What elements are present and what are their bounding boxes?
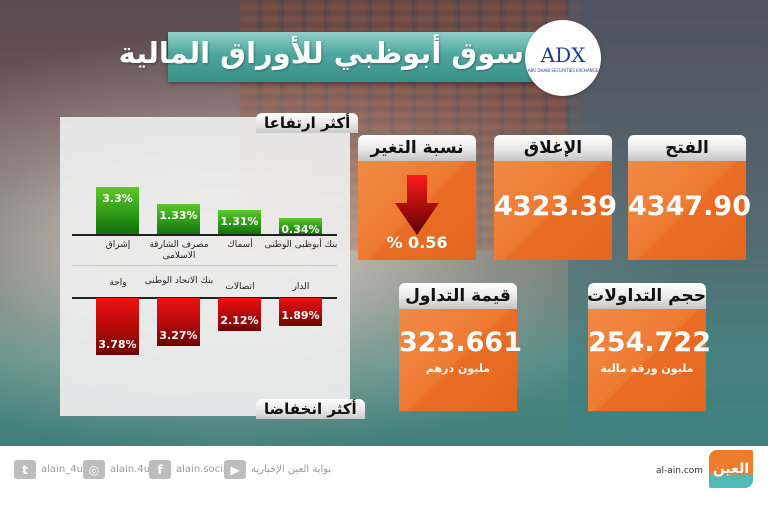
loser-bar: 2.12% <box>218 298 261 331</box>
losers-axis <box>72 297 337 299</box>
turnover-card: قيمة التداول 323.661 مليون درهم <box>399 283 522 411</box>
volume-card: حجم التداولات 254.722 مليون ورقة مالية <box>587 283 711 411</box>
adx-logo: ADX ABU DHABI SECURITIES EXCHANGE <box>525 20 601 96</box>
change-value: % 0.56 <box>386 233 448 252</box>
facebook-handle: alain.social <box>176 464 232 475</box>
change-card: نسبة التغير % 0.56 <box>358 135 476 260</box>
facebook-icon: f <box>149 460 171 479</box>
gainer-name: إشراق <box>105 240 131 250</box>
gainer-bar: 0.34% <box>279 218 322 236</box>
gainer-name: بنك أبوظبى الوطنى <box>264 240 338 250</box>
close-card: الإغلاق 4323.39 <box>494 135 617 260</box>
alain-logo: العين <box>709 450 753 488</box>
gainer-bar: 1.31% <box>218 210 261 235</box>
loser-bar: 3.27% <box>157 298 200 346</box>
loser-name: بنك الاتحاد الوطنى <box>144 276 214 286</box>
gainer-name: أسماك <box>227 240 253 250</box>
footer <box>0 446 768 510</box>
youtube-link[interactable]: ▶ بوابة العين الإخبارية <box>224 460 331 479</box>
turnover-value: 323.661 <box>399 327 522 358</box>
panel-divider <box>72 265 337 266</box>
gainers-axis <box>72 234 337 236</box>
top-gainers-label: أكثر ارتفاعا <box>256 113 359 133</box>
close-value: 4323.39 <box>494 191 617 222</box>
gainer-bar: 3.3% <box>96 187 139 235</box>
open-label: الفتح <box>628 135 746 161</box>
volume-value: 254.722 <box>588 327 711 358</box>
loser-name: الدار <box>292 282 310 292</box>
youtube-icon: ▶ <box>224 460 246 479</box>
losers-chart: 3.78% 3.27% 2.12% 1.89% <box>72 298 342 398</box>
gainer-bar: 1.33% <box>157 204 200 235</box>
adx-logo-text: ADX <box>540 43 586 67</box>
adx-logo-subtitle: ABU DHABI SECURITIES EXCHANGE <box>527 68 599 73</box>
open-value: 4347.90 <box>628 191 751 222</box>
loser-name: واحة <box>109 278 127 288</box>
loser-bar: 1.89% <box>279 298 322 326</box>
site-url[interactable]: al-ain.com <box>656 466 704 476</box>
volume-label: حجم التداولات <box>587 283 706 309</box>
facebook-link[interactable]: f alain.social <box>149 460 232 479</box>
youtube-handle: بوابة العين الإخبارية <box>251 464 332 475</box>
page-title: سوق أبوظبي للأوراق المالية <box>118 36 524 70</box>
change-label: نسبة التغير <box>358 135 476 161</box>
instagram-handle: alain.4u <box>110 464 151 475</box>
title-banner: سوق أبوظبي للأوراق المالية <box>119 32 538 82</box>
turnover-unit: مليون درهم <box>425 362 491 375</box>
open-card: الفتح 4347.90 <box>628 135 751 260</box>
twitter-link[interactable]: t alain_4u <box>14 460 83 479</box>
loser-bar: 3.78% <box>96 298 139 355</box>
close-label: الإغلاق <box>494 135 612 161</box>
gainers-chart: 3.3% 1.33% 1.31% 0.34% <box>72 150 342 236</box>
gainer-name: مصرف الشارقة الاسلامى <box>149 240 209 261</box>
turnover-label: قيمة التداول <box>399 283 517 309</box>
twitter-icon: t <box>14 460 36 479</box>
instagram-icon: ◎ <box>83 460 105 479</box>
volume-unit: مليون ورقة مالية <box>600 362 694 375</box>
twitter-handle: alain_4u <box>41 464 83 475</box>
top-losers-label: أكثر انخفاضا <box>256 399 365 419</box>
infographic-background: سوق أبوظبي للأوراق المالية ADX ABU DHABI… <box>0 0 768 446</box>
loser-name: اتصالات <box>225 282 255 292</box>
down-arrow-icon <box>395 175 439 235</box>
movers-panel <box>60 117 350 416</box>
instagram-link[interactable]: ◎ alain.4u <box>83 460 150 479</box>
